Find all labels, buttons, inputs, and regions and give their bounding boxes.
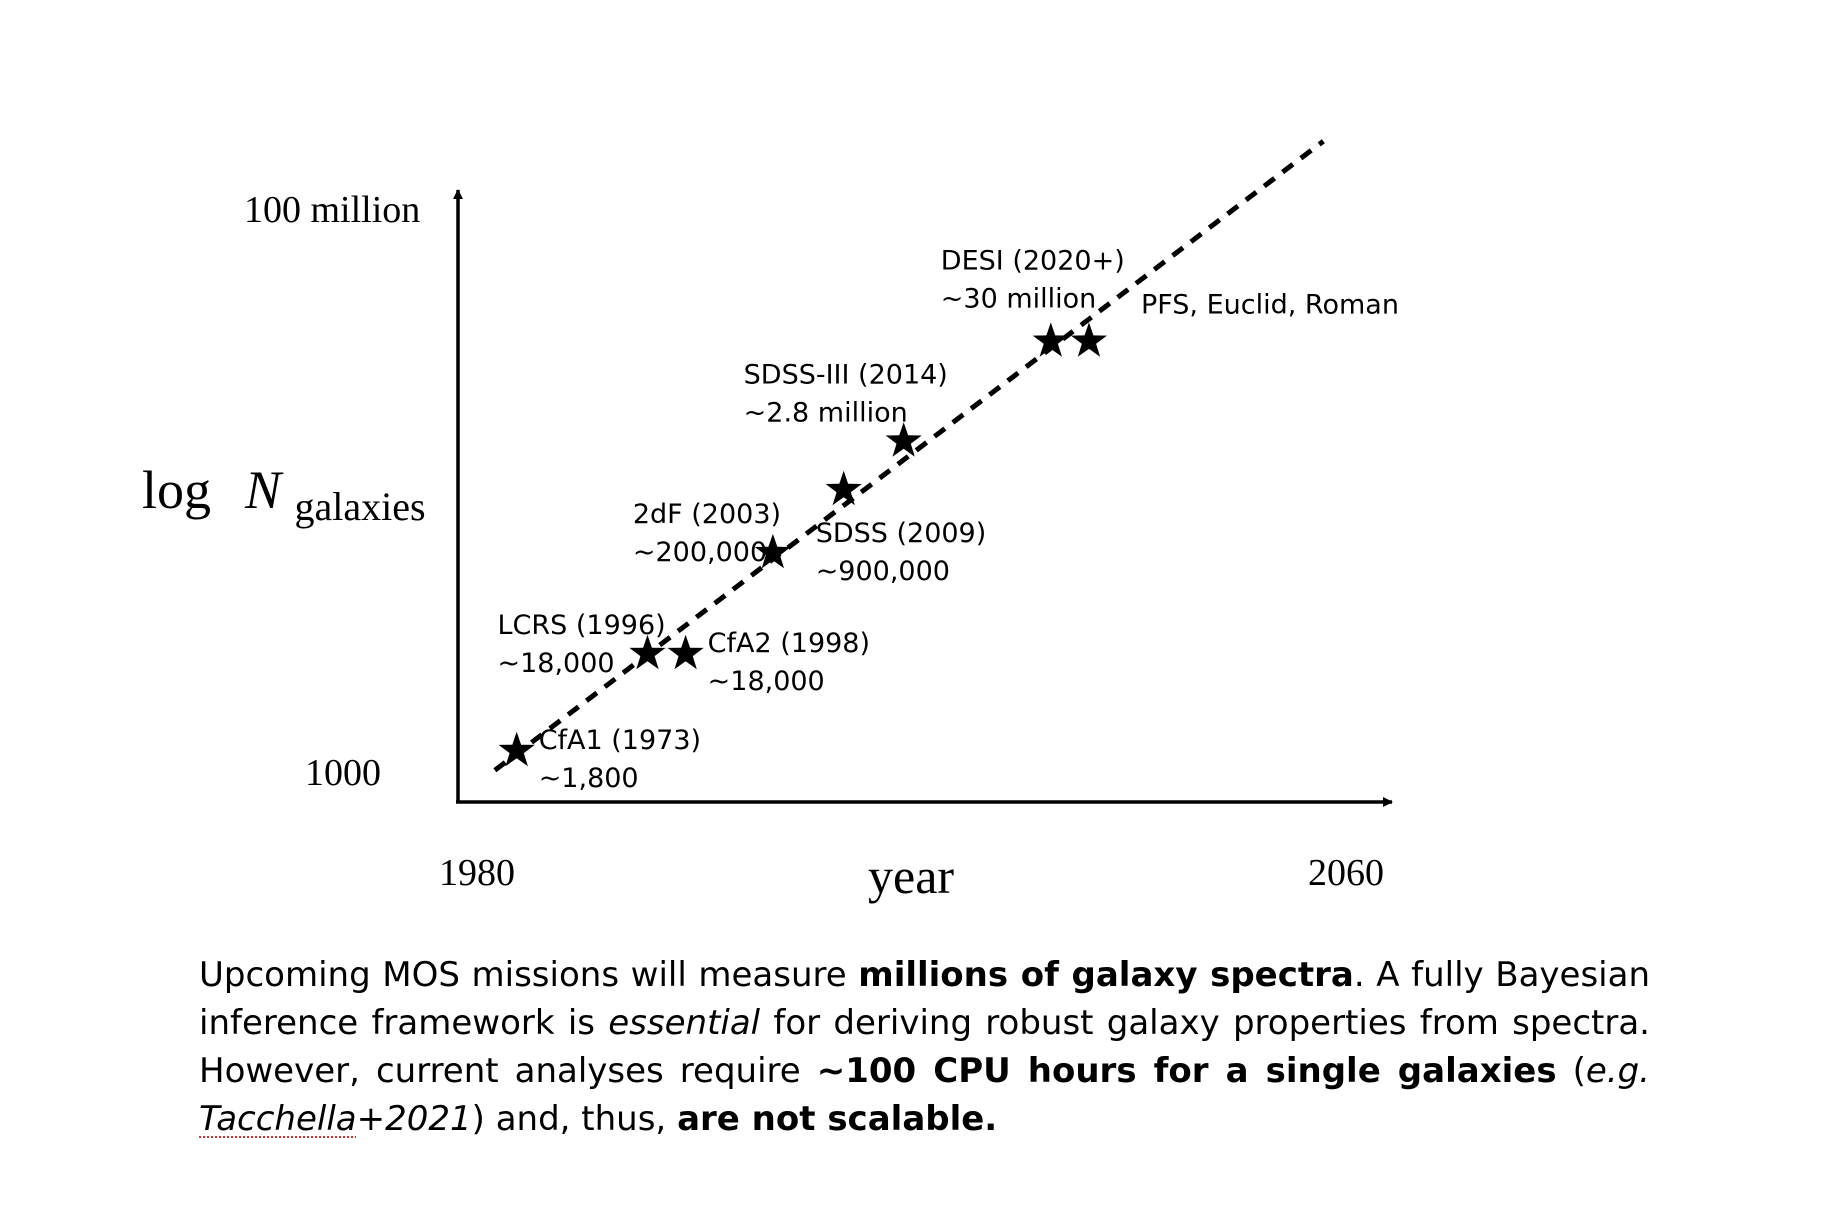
point-label-name: DESI (2020+) [941, 245, 1125, 276]
star-marker [754, 533, 791, 569]
point-label-count: ~30 million [941, 283, 1097, 314]
point-label-count: ~200,000 [633, 537, 767, 568]
caption-bold-3: are not scalable. [677, 1099, 998, 1139]
caption-ref-name[interactable]: Tacchella [199, 1099, 357, 1139]
star-marker [498, 731, 535, 767]
x-tick-left: 1980 [439, 852, 515, 894]
point-label-name: SDSS-III (2014) [744, 359, 948, 390]
caption-bold-1: millions of galaxy spectra [858, 955, 1354, 995]
y-axis-label-log: log [142, 460, 211, 520]
y-tick-top: 100 million [244, 189, 420, 231]
point-label-name: PFS, Euclid, Roman [1141, 289, 1399, 320]
point-label-name: LCRS (1996) [498, 610, 666, 641]
caption-italic-2: e.g. [1585, 1051, 1650, 1091]
y-tick-bottom: 1000 [305, 752, 381, 794]
caption-text-2: . A fully Bayesian inference framework i… [199, 955, 1651, 1043]
point-label-count: ~900,000 [816, 556, 950, 587]
point-label-name: CfA1 (1973) [539, 725, 701, 756]
star-marker [825, 470, 862, 506]
point-label-count: ~2.8 million [744, 397, 908, 428]
data-points: CfA1 (1973) ~1,800 LCRS (1996) ~18,000 CfA2 … [498, 245, 1399, 793]
x-tick-right: 2060 [1308, 852, 1384, 894]
x-axis-label: year [868, 848, 954, 904]
point-label-name: 2dF (2003) [633, 499, 781, 530]
star-marker [1070, 322, 1107, 357]
star-marker [629, 634, 666, 670]
caption-ref-year: +2021 [356, 1099, 472, 1139]
caption-italic-1: essential [608, 1003, 761, 1043]
y-axis-label-var: N [244, 460, 284, 520]
point-label-name: SDSS (2009) [816, 518, 987, 549]
y-axis-label: log N galaxies [142, 460, 426, 529]
caption-text-6: ) and, thus, [471, 1099, 678, 1139]
point-label-count: ~18,000 [708, 666, 825, 697]
point-label-name: CfA2 (1998) [708, 628, 870, 659]
point-label-count: ~18,000 [498, 648, 615, 679]
star-marker [1032, 322, 1069, 357]
caption: Upcoming MOS missions will measure milli… [199, 951, 1650, 1143]
star-marker [667, 634, 704, 670]
point-label-count: ~1,800 [539, 763, 639, 794]
caption-bold-2: ~100 CPU hours for a single galaxies [816, 1051, 1557, 1091]
caption-text-3: for deriving robust galaxy properties fr… [199, 1003, 1650, 1091]
y-axis-label-sub: galaxies [295, 484, 426, 529]
caption-text-1: Upcoming MOS missions will measure [199, 955, 859, 995]
star-marker [885, 422, 922, 457]
trend-line [493, 139, 1325, 773]
caption-text-4: ( [1556, 1051, 1586, 1091]
